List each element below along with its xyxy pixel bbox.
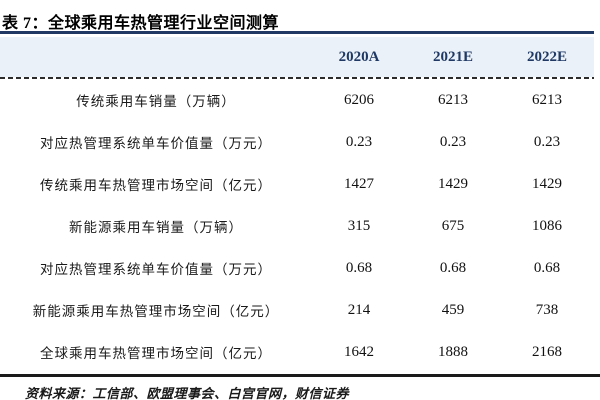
cell-value: 0.68 [345,259,373,276]
cell-value: 1429 [532,175,562,192]
cell-value: 0.23 [345,133,373,150]
cell-value: 738 [535,301,559,318]
row-label: 传统乘用车销量（万辆） [76,94,236,109]
table-row: 对应热管理系统单车价值量（万元） 0.23 0.23 0.23 [0,121,594,163]
bottom-rule [0,374,600,377]
table-row: 新能源乘用车热管理市场空间（亿元） 214 459 738 [0,289,594,331]
row-label: 新能源乘用车热管理市场空间（亿元） [32,304,280,319]
source-note: 资料来源：工信部、欧盟理事会、白宫官网，财信证券 [25,386,350,400]
col-header-2022e: 2022E [526,48,567,65]
table-row: 全球乘用车热管理市场空间（亿元） 1642 1888 2168 [0,331,594,373]
cell-value: 0.68 [533,259,561,276]
cell-value: 2168 [532,343,562,360]
row-label: 新能源乘用车销量（万辆） [69,220,243,235]
cell-value: 675 [441,217,465,234]
table-header-row: 2020A 2021E 2022E [0,37,594,77]
title-rule [0,31,594,34]
cell-value: 315 [347,217,371,234]
table-row: 新能源乘用车销量（万辆） 315 675 1086 [0,205,594,247]
cell-value: 459 [441,301,465,318]
page-title: 表 7：全球乘用车热管理行业空间测算 [2,15,280,32]
cell-value: 1429 [438,175,468,192]
table-row: 传统乘用车热管理市场空间（亿元） 1427 1429 1429 [0,163,594,205]
row-label: 全球乘用车热管理市场空间（亿元） [40,346,272,361]
row-label: 传统乘用车热管理市场空间（亿元） [40,178,272,193]
cell-value: 0.23 [533,133,561,150]
col-header-2021e: 2021E [432,48,473,65]
cell-value: 214 [347,301,371,318]
thermal-management-table: 2020A 2021E 2022E 传统乘用车销量（万辆） 6206 6213 … [0,37,594,373]
row-label: 对应热管理系统单车价值量（万元） [40,262,272,277]
cell-value: 1086 [532,217,562,234]
header-dashed-rule [0,77,594,79]
table-row: 对应热管理系统单车价值量（万元） 0.68 0.68 0.68 [0,247,594,289]
cell-value: 1888 [438,343,468,360]
cell-value: 1427 [344,175,374,192]
cell-value: 1642 [344,343,374,360]
row-label: 对应热管理系统单车价值量（万元） [40,136,272,151]
cell-value: 6213 [532,91,562,108]
cell-value: 6206 [344,91,374,108]
cell-value: 0.23 [439,133,467,150]
cell-value: 6213 [438,91,468,108]
table-row: 传统乘用车销量（万辆） 6206 6213 6213 [0,79,594,121]
cell-value: 0.68 [439,259,467,276]
col-header-2020a: 2020A [338,48,380,65]
